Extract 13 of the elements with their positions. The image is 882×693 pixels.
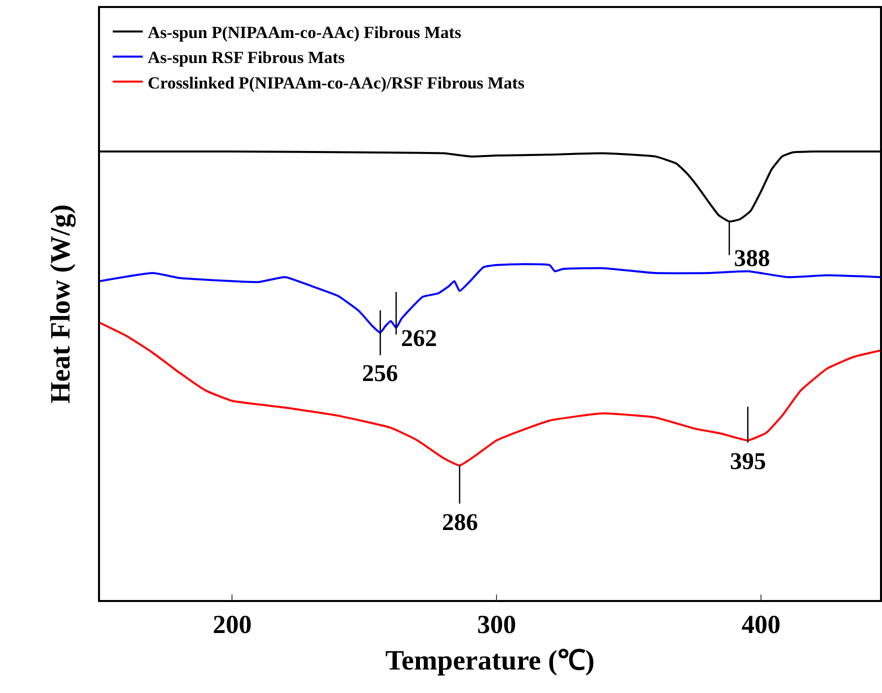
annotation: 256 bbox=[362, 361, 398, 387]
annotation: 388 bbox=[734, 246, 770, 272]
x-tick-label: 300 bbox=[477, 610, 516, 639]
annotation: 395 bbox=[730, 449, 766, 475]
legend-label: As-spun P(NIPAAm-co-AAc) Fibrous Mats bbox=[148, 23, 462, 42]
annotation: 262 bbox=[401, 326, 437, 352]
y-axis-title: Heat Flow (W/g) bbox=[45, 204, 76, 404]
legend-label: As-spun RSF Fibrous Mats bbox=[148, 48, 346, 68]
x-axis-title: Temperature (℃) bbox=[385, 646, 595, 677]
legend-label: Crosslinked P(NIPAAm-co-AAc)/RSF Fibrous Mats bbox=[148, 73, 525, 92]
annotation: 286 bbox=[442, 510, 478, 536]
x-tick-label: 200 bbox=[212, 610, 252, 639]
x-tick-label: 400 bbox=[742, 610, 781, 639]
